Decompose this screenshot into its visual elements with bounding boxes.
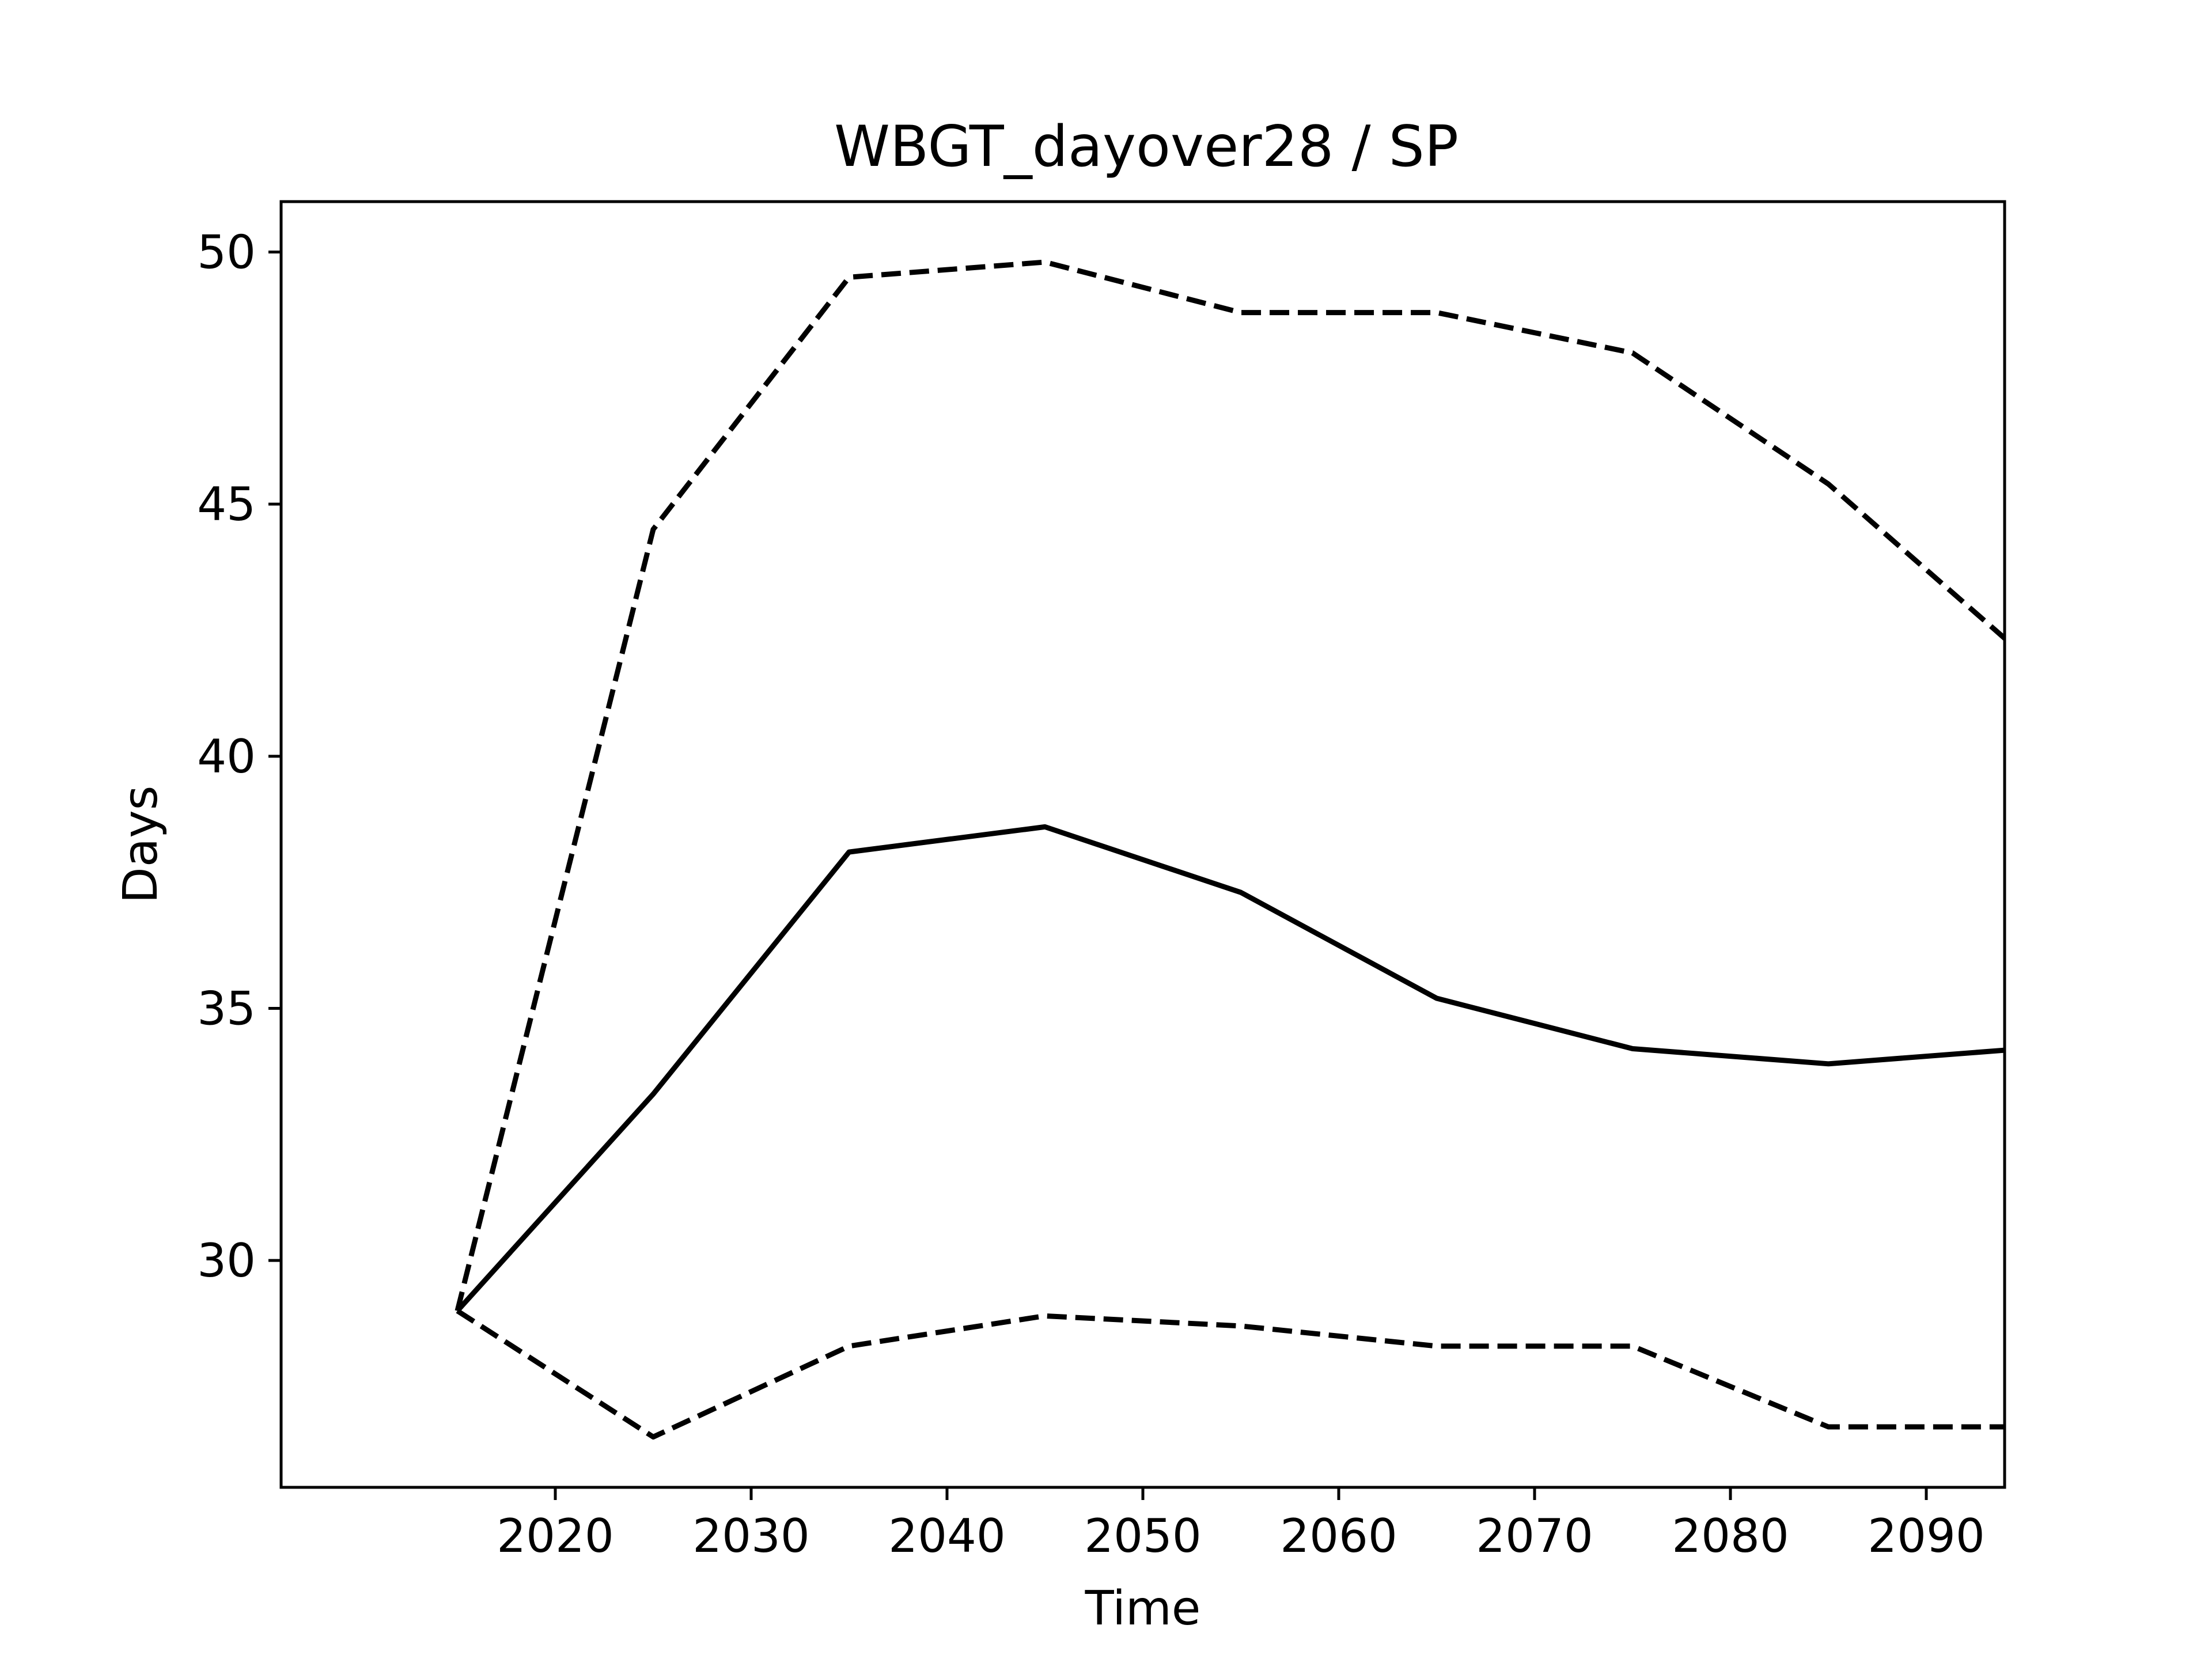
x-tick-label: 2050 [1084,1509,1202,1563]
series-line-2 [454,259,2005,1312]
x-tick-label: 2080 [1672,1509,1789,1563]
y-tick-label: 35 [197,982,256,1035]
plot-frame [279,200,2006,1489]
y-tick-label: 40 [197,730,256,783]
x-tick-label: 2060 [1280,1509,1397,1563]
x-tick-label: 2030 [692,1509,810,1563]
x-tick-label: 2090 [1868,1509,1985,1563]
y-tick-label: 30 [197,1234,256,1287]
chart-title: WBGT_dayover28 / SP [834,114,1459,180]
x-tick-label: 2020 [497,1509,614,1563]
y-axis-ticks: 30 35 40 45 50 [197,226,281,1287]
x-axis-label: Time [1085,1581,1201,1636]
plot-lines [454,259,2005,1440]
x-tick-label: 2070 [1476,1509,1593,1563]
y-axis-label: Days [113,786,168,904]
y-tick-label: 50 [197,226,256,279]
series-line-1 [455,824,2005,1313]
y-tick-label: 45 [197,478,256,531]
x-axis-ticks: 2020 2030 2040 2050 2060 2070 2080 2090 [497,1487,1985,1563]
x-tick-label: 2040 [888,1509,1006,1563]
